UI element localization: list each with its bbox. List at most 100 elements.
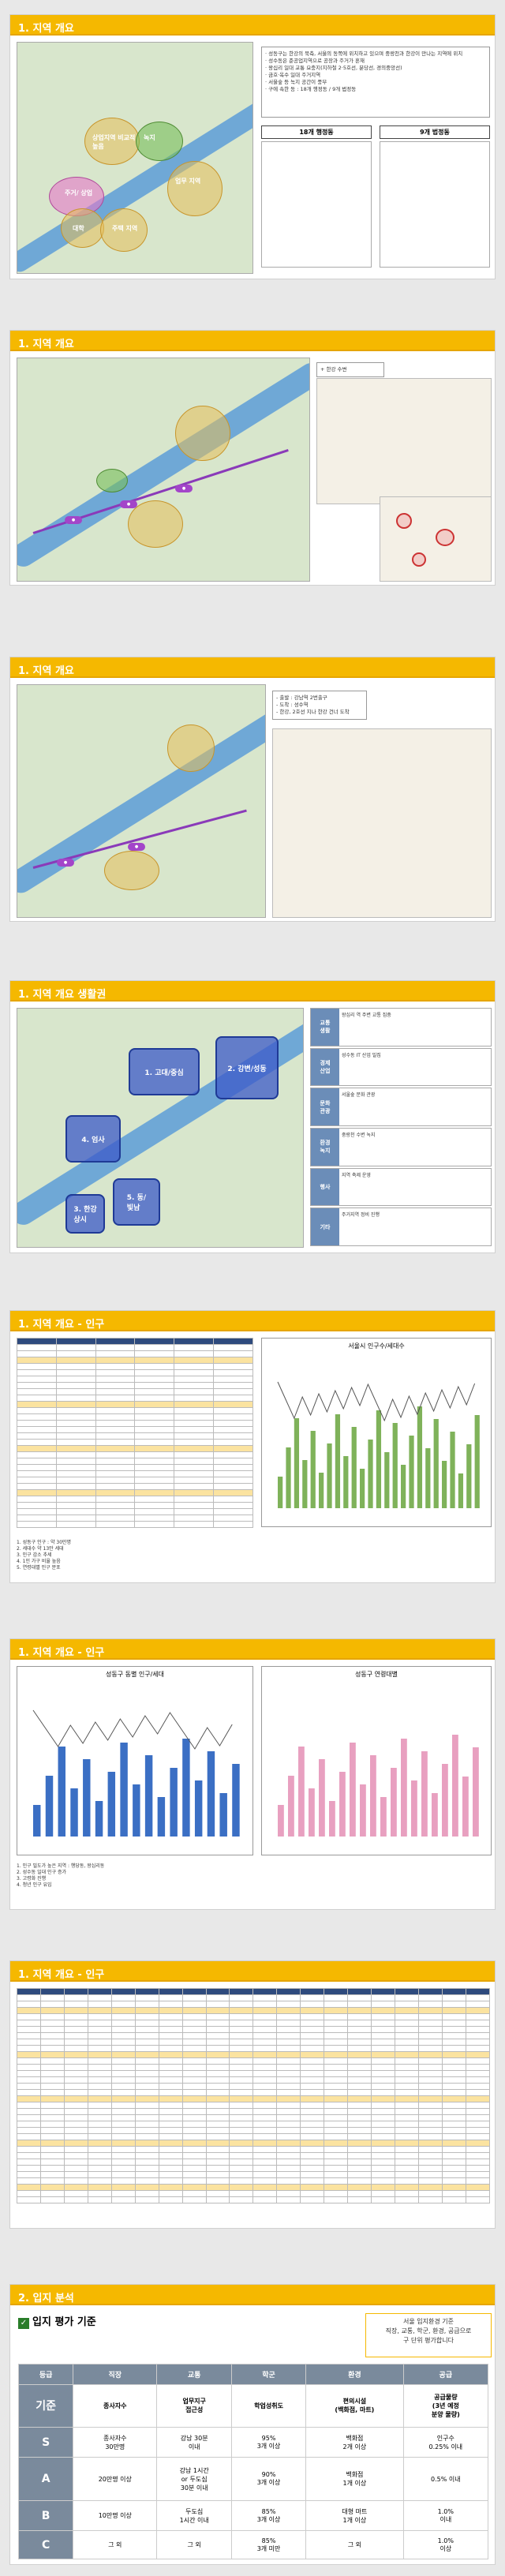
bar [409, 1436, 414, 1508]
table-cell [39, 2095, 65, 2102]
table-cell [17, 2184, 41, 2191]
table-cell [276, 2064, 301, 2071]
table-cell [181, 2133, 207, 2140]
table-cell [205, 2184, 230, 2191]
table-cell [395, 2171, 419, 2178]
table-cell [324, 2133, 349, 2140]
table-cell [205, 2083, 230, 2090]
table-cell [213, 1395, 253, 1402]
table-cell [134, 2032, 159, 2039]
table-cell [87, 2165, 112, 2172]
table-cell [395, 2121, 419, 2128]
table-cell [110, 2045, 136, 2052]
table-cell [55, 1407, 96, 1414]
table-cell [87, 2076, 112, 2084]
table-cell [252, 2089, 278, 2096]
table-cell [181, 2190, 207, 2197]
table-cell [63, 2064, 88, 2071]
criteria-cell: 85% 3개 이상 [231, 2499, 307, 2532]
dong-chart: 성동구 동별 인구/세대 [17, 1666, 253, 1855]
table-cell [276, 2133, 301, 2140]
bar [360, 1469, 365, 1508]
table-cell [181, 2121, 207, 2128]
table-cell [347, 2114, 372, 2121]
table-cell [17, 1363, 57, 1370]
table-cell [252, 2032, 278, 2039]
bar [433, 1419, 439, 1508]
table-cell [134, 2039, 159, 2046]
table-cell [134, 2089, 159, 2096]
table-cell [324, 2032, 349, 2039]
table-cell [110, 2064, 136, 2071]
table-cell [181, 2165, 207, 2172]
table-cell [371, 2032, 395, 2039]
table-cell [347, 2051, 372, 2058]
table-cell [63, 2083, 88, 2090]
zone-label: 주택 지역 [112, 225, 138, 232]
table-cell [395, 2057, 419, 2065]
table-cell [110, 2196, 136, 2203]
table-cell [465, 2045, 491, 2052]
table-cell [347, 2026, 372, 2033]
table-cell [63, 2184, 88, 2191]
table-cell [134, 1376, 175, 1383]
line [32, 1709, 233, 1750]
table-cell [441, 2051, 466, 2058]
table-cell [229, 2146, 254, 2153]
table-cell [213, 1445, 253, 1452]
table-cell [276, 2171, 301, 2178]
table-cell [252, 2127, 278, 2134]
table-cell [324, 2171, 349, 2178]
table-cell [417, 2083, 443, 2090]
table-cell [17, 1451, 57, 1458]
bar [33, 1805, 41, 1837]
zone-row: 문화 관광 서울숲 문화 관광 [310, 1088, 492, 1126]
table-cell [417, 2076, 443, 2084]
table-cell [63, 2039, 88, 2046]
table-cell [17, 1376, 57, 1383]
table-cell [110, 2152, 136, 2159]
zone-key: 교통 생활 [311, 1009, 339, 1046]
table-cell [55, 1350, 96, 1357]
zone-box: 5. 동/ 빛남 [113, 1178, 160, 1226]
table-cell [205, 2026, 230, 2033]
table-cell [371, 2083, 395, 2090]
table-cell [134, 2108, 159, 2115]
bar [294, 1418, 300, 1508]
table-cell [39, 2070, 65, 2077]
table-cell [276, 2165, 301, 2172]
bar [133, 1784, 140, 1837]
table-cell [181, 2159, 207, 2166]
criteria-cell: 10만명 이상 [73, 2499, 158, 2532]
table-cell [181, 2057, 207, 2065]
table-cell [95, 1420, 136, 1427]
table-cell [17, 2133, 41, 2140]
table-cell [441, 2102, 466, 2109]
notes: 1. 성동구 인구 : 약 30만명 2. 세대수 약 13만 세대 3. 인구… [17, 1540, 72, 1571]
table-cell [276, 2076, 301, 2084]
table-cell [324, 2076, 349, 2084]
bar [391, 1768, 397, 1837]
table-cell [95, 1395, 136, 1402]
table-cell [347, 2152, 372, 2159]
table-cell [110, 2121, 136, 2128]
table-cell [87, 2064, 112, 2071]
table-cell [158, 2196, 183, 2203]
district-map-18 [261, 141, 372, 268]
table-cell [395, 2045, 419, 2052]
table-cell [39, 1988, 65, 1995]
table-cell [55, 1470, 96, 1477]
table-cell [174, 1470, 215, 1477]
bar [120, 1743, 128, 1837]
table-cell [252, 2001, 278, 2008]
table-cell [134, 2007, 159, 2014]
table-cell [300, 2076, 325, 2084]
table-cell [229, 2070, 254, 2077]
table-cell [395, 2083, 419, 2090]
table-cell [252, 2190, 278, 2197]
table-cell [174, 1508, 215, 1515]
table-cell [158, 2159, 183, 2166]
table-cell [110, 2039, 136, 2046]
table-cell [417, 2127, 443, 2134]
table-cell [158, 2007, 183, 2014]
